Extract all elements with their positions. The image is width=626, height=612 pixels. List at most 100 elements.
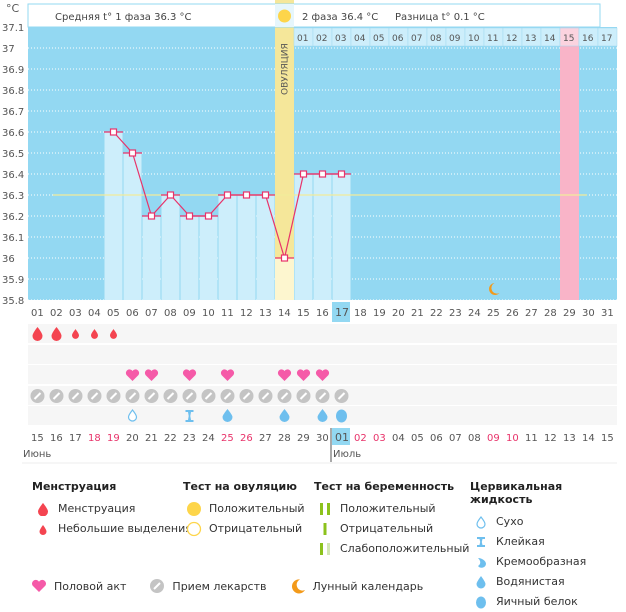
spotting-icon[interactable]: [91, 329, 98, 339]
legend-other: Половой акт Прием лекарств Лунный календ…: [30, 578, 441, 594]
heart-icon[interactable]: [315, 369, 330, 381]
legend-label: Положительный: [209, 502, 305, 515]
phase2-day-label: 03: [335, 34, 346, 44]
heart-icon[interactable]: [182, 369, 197, 381]
date-label: 23: [183, 433, 196, 444]
date-label: 17: [69, 433, 82, 444]
y-tick-label: 36.2: [2, 212, 24, 223]
cycle-day-label: 30: [582, 308, 595, 319]
temperature-point[interactable]: [147, 212, 156, 220]
legend-label: Сухо: [496, 515, 524, 528]
legend-pregnancy-title: Тест на беременность: [314, 480, 455, 493]
heart-icon[interactable]: [296, 369, 311, 381]
cycle-day-label: 03: [69, 308, 82, 319]
legend-label: Лунный календарь: [312, 579, 424, 593]
cycle-day-label: 07: [145, 308, 158, 319]
cycle-day-label: 22: [430, 308, 443, 319]
legend-label: Менструация: [58, 502, 136, 515]
y-tick-label: 36.9: [2, 65, 24, 76]
month-label: Июнь: [23, 449, 51, 460]
weekend-date-label: 03: [373, 433, 386, 444]
cycle-day-label: 02: [50, 308, 63, 319]
pill-icon: [148, 578, 166, 594]
pill-stripe: [185, 392, 194, 400]
y-tick-label: 37.1: [2, 23, 24, 34]
weekend-date-label: 25: [221, 433, 234, 444]
date-label: 15: [601, 433, 614, 444]
phase2-day-label: 02: [316, 34, 327, 44]
cycle-day-label: 31: [601, 308, 614, 319]
empty-drop-icon: [470, 515, 492, 529]
legend-ovulation-title: Тест на овуляцию: [183, 480, 297, 493]
legend-cervical-fluid: Цервикальная жидкость Сухо Клейкая Кремо…: [470, 480, 626, 612]
temperature-bar: [199, 216, 218, 300]
spotting-icon[interactable]: [110, 329, 117, 339]
legend-item-ovulation-negative: Отрицательный: [183, 519, 305, 539]
egg-white-fluid-icon[interactable]: [336, 409, 347, 423]
egg-white-icon: [470, 595, 492, 609]
cycle-day-label: 20: [392, 308, 405, 319]
cycle-day-label: 29: [563, 308, 576, 319]
sticky-fluid-icon[interactable]: [185, 410, 194, 422]
pill-stripe: [318, 392, 327, 400]
cycle-day-label: 15: [297, 308, 310, 319]
legend-item-creamy: Кремообразная: [470, 552, 626, 572]
watery-fluid-icon[interactable]: [317, 409, 328, 422]
heart-icon[interactable]: [220, 369, 235, 381]
cycle-day-label: 25: [487, 308, 500, 319]
legend-label: Водянистая: [496, 575, 565, 588]
watery-fluid-icon[interactable]: [222, 409, 233, 422]
temperature-point[interactable]: [204, 212, 213, 220]
today-highlight: [332, 428, 350, 445]
temperature-point[interactable]: [128, 149, 137, 157]
temperature-point[interactable]: [185, 212, 194, 220]
legend-label: Прием лекарств: [172, 579, 267, 593]
temperature-point[interactable]: [166, 191, 175, 199]
cycle-day-label: 01: [31, 308, 44, 319]
date-label: 13: [563, 433, 576, 444]
heart-icon[interactable]: [125, 369, 140, 381]
hourglass-icon: [470, 535, 492, 549]
menstruation-icon[interactable]: [32, 327, 43, 342]
temperature-point[interactable]: [223, 191, 232, 199]
pill-stripe: [280, 392, 289, 400]
phase1-average: Средняя t° 1 фаза 36.3 °C: [55, 12, 192, 23]
phase2-day-label: 07: [411, 34, 422, 44]
temperature-point[interactable]: [299, 170, 308, 178]
menstruation-icon[interactable]: [51, 327, 62, 342]
y-tick-label: 35.8: [2, 296, 24, 307]
moon-icon: [289, 578, 307, 594]
temperature-point[interactable]: [109, 128, 118, 136]
pill-stripe: [71, 392, 80, 400]
phase2-day-label: 17: [601, 34, 612, 44]
legend-label: Клейкая: [496, 535, 545, 548]
date-label: 05: [411, 433, 424, 444]
heart-icon[interactable]: [144, 369, 159, 381]
watery-fluid-icon[interactable]: [279, 409, 290, 422]
temperature-bar: [180, 216, 199, 300]
pill-stripe: [242, 392, 251, 400]
temperature-point[interactable]: [261, 191, 270, 199]
cycle-day-label: 06: [126, 308, 139, 319]
ovulation-sun-icon: [278, 9, 291, 23]
temperature-bar: [313, 174, 332, 300]
temperature-point[interactable]: [280, 254, 289, 262]
temperature-point[interactable]: [337, 170, 346, 178]
date-label: 01: [335, 431, 349, 444]
heart-icon[interactable]: [277, 369, 292, 381]
legend-item-egg-white: Яичный белок: [470, 592, 626, 612]
pill-stripe: [52, 392, 61, 400]
expected-period-band: [560, 27, 579, 300]
temperature-point[interactable]: [242, 191, 251, 199]
date-label: 04: [392, 433, 405, 444]
spotting-icon[interactable]: [72, 329, 79, 339]
y-tick-label: 36.7: [2, 107, 24, 118]
phase2-day-label: 08: [430, 34, 442, 44]
cycle-day-label: 13: [259, 308, 272, 319]
temperature-bar: [237, 195, 256, 300]
legend-item-pregnancy-negative: Отрицательный: [314, 519, 469, 539]
y-tick-label: 35.9: [2, 275, 24, 286]
temperature-point[interactable]: [318, 170, 327, 178]
cycle-day-label: 26: [506, 308, 519, 319]
dry-fluid-icon[interactable]: [127, 409, 138, 422]
